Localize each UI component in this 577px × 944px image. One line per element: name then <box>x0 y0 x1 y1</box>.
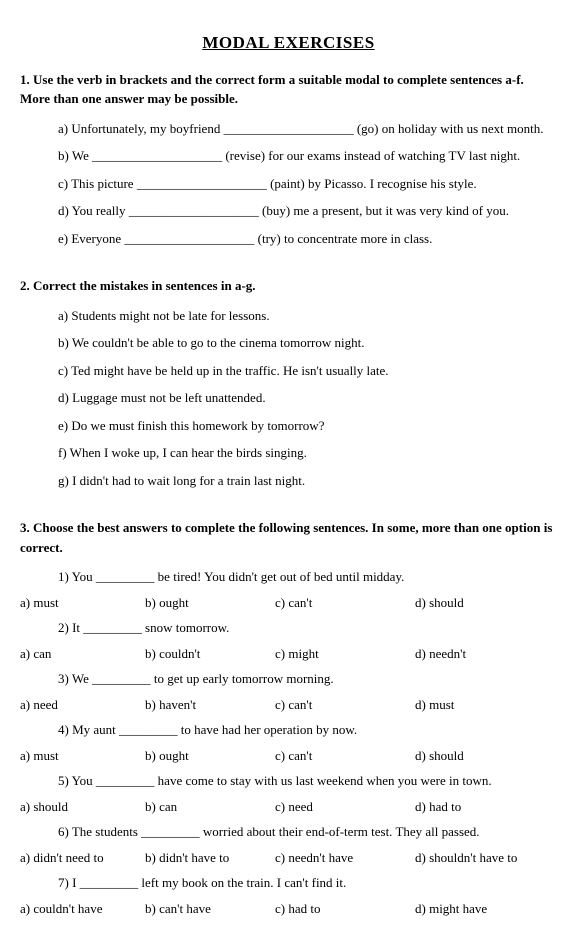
ex3-options: a) couldn't have b) can't have c) had to… <box>20 899 557 919</box>
ex3-question: 2) It _________ snow tomorrow. <box>20 618 557 638</box>
ex3-question: 5) You _________ have come to stay with … <box>20 771 557 791</box>
ex3-option-c: c) need <box>275 797 415 817</box>
ex1-item: e) Everyone ____________________ (try) t… <box>20 229 557 249</box>
ex3-option-b: b) can <box>145 797 275 817</box>
ex3-options: a) need b) haven't c) can't d) must <box>20 695 557 715</box>
ex3-option-d: d) should <box>415 746 557 766</box>
ex3-option-a: a) must <box>20 593 145 613</box>
page-title: MODAL EXERCISES <box>20 30 557 56</box>
ex3-option-b: b) ought <box>145 593 275 613</box>
ex3-options: a) must b) ought c) can't d) should <box>20 593 557 613</box>
ex2-item: b) We couldn't be able to go to the cine… <box>20 333 557 353</box>
ex3-option-c: c) can't <box>275 695 415 715</box>
ex2-item: f) When I woke up, I can hear the birds … <box>20 443 557 463</box>
ex3-option-a: a) should <box>20 797 145 817</box>
ex3-options: a) can b) couldn't c) might d) needn't <box>20 644 557 664</box>
ex3-option-d: d) shouldn't have to <box>415 848 557 868</box>
ex3-option-c: c) might <box>275 644 415 664</box>
ex3-option-d: d) needn't <box>415 644 557 664</box>
ex3-option-a: a) need <box>20 695 145 715</box>
ex3-option-b: b) couldn't <box>145 644 275 664</box>
ex1-item: c) This picture ____________________ (pa… <box>20 174 557 194</box>
ex1-item: b) We ____________________ (revise) for … <box>20 146 557 166</box>
ex3-option-a: a) can <box>20 644 145 664</box>
ex2-item: g) I didn't had to wait long for a train… <box>20 471 557 491</box>
ex3-question: 4) My aunt _________ to have had her ope… <box>20 720 557 740</box>
ex3-option-a: a) must <box>20 746 145 766</box>
ex3-option-a: a) couldn't have <box>20 899 145 919</box>
ex2-item: d) Luggage must not be left unattended. <box>20 388 557 408</box>
ex3-option-b: b) didn't have to <box>145 848 275 868</box>
ex3-instruction: 3. Choose the best answers to complete t… <box>20 518 557 557</box>
ex3-question: 3) We _________ to get up early tomorrow… <box>20 669 557 689</box>
ex3-option-c: c) can't <box>275 593 415 613</box>
ex3-options: a) must b) ought c) can't d) should <box>20 746 557 766</box>
ex3-question: 1) You _________ be tired! You didn't ge… <box>20 567 557 587</box>
ex3-options: a) should b) can c) need d) had to <box>20 797 557 817</box>
ex2-item: c) Ted might have be held up in the traf… <box>20 361 557 381</box>
ex3-option-b: b) haven't <box>145 695 275 715</box>
ex3-option-b: b) ought <box>145 746 275 766</box>
ex3-option-d: d) might have <box>415 899 557 919</box>
ex1-instruction: 1. Use the verb in brackets and the corr… <box>20 70 557 109</box>
ex1-item: d) You really ____________________ (buy)… <box>20 201 557 221</box>
ex3-option-b: b) can't have <box>145 899 275 919</box>
ex3-option-d: d) should <box>415 593 557 613</box>
ex3-option-c: c) can't <box>275 746 415 766</box>
ex2-instruction: 2. Correct the mistakes in sentences in … <box>20 276 557 296</box>
ex3-option-d: d) must <box>415 695 557 715</box>
ex2-item: e) Do we must finish this homework by to… <box>20 416 557 436</box>
ex3-option-c: c) had to <box>275 899 415 919</box>
ex3-option-c: c) needn't have <box>275 848 415 868</box>
ex3-option-a: a) didn't need to <box>20 848 145 868</box>
ex1-item: a) Unfortunately, my boyfriend _________… <box>20 119 557 139</box>
ex3-options: a) didn't need to b) didn't have to c) n… <box>20 848 557 868</box>
ex2-item: a) Students might not be late for lesson… <box>20 306 557 326</box>
ex3-question: 6) The students _________ worried about … <box>20 822 557 842</box>
ex3-question: 7) I _________ left my book on the train… <box>20 873 557 893</box>
ex3-option-d: d) had to <box>415 797 557 817</box>
